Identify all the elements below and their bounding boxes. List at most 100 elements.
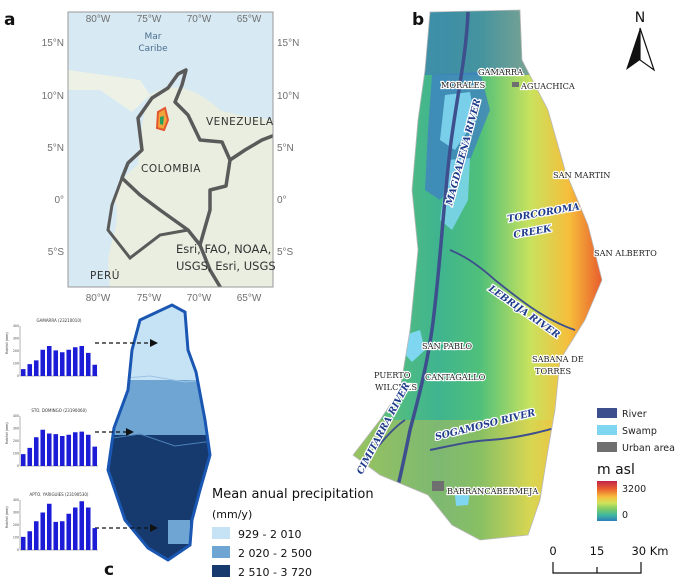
sea-label-line2: Caribe — [138, 44, 168, 54]
station-bar — [66, 513, 72, 550]
station-bar — [53, 434, 59, 466]
station-chart-title: APTO. YARIGUIES (23190530) — [30, 492, 89, 497]
station-chart-ytick: 0 — [17, 548, 19, 552]
sea-label-line1: Mar — [145, 32, 162, 42]
town-san-pablo: SAN PABLO — [422, 341, 472, 351]
station-bar — [20, 536, 26, 550]
station-bar — [85, 434, 91, 466]
inset-central-america — [68, 70, 150, 112]
lon-tick-top-70w: 70°W — [187, 14, 212, 25]
station-bar — [46, 503, 52, 550]
north-arrow: N — [626, 10, 656, 72]
legend-label-swamp: Swamp — [622, 426, 657, 437]
station-bar — [72, 432, 78, 466]
precip-swatch-low — [212, 527, 230, 539]
station-chart-ylabel: Rainfall (mm) — [5, 506, 9, 528]
station-chart-ytick: 300 — [13, 511, 19, 515]
station-bar — [59, 521, 65, 550]
station-bar — [66, 434, 72, 466]
station-chart-2: STO. DOMINGO (23190060) Rainfall (mm) 400 3… — [5, 408, 98, 468]
station-bar — [59, 352, 65, 376]
station-bar — [40, 349, 46, 376]
arrowhead-station-2 — [126, 428, 134, 436]
station-arrows — [95, 339, 158, 532]
station-bar — [85, 507, 91, 550]
zone-edge-2 — [108, 433, 210, 447]
station-bar — [79, 431, 85, 466]
station-chart-ytick: 0 — [17, 464, 19, 468]
swamp-patch-south — [455, 492, 470, 506]
station-bar — [40, 512, 46, 550]
legend-label-urban: Urban area — [622, 443, 675, 454]
country-label-colombia: COLOMBIA — [141, 163, 201, 175]
station-chart-ytick: 200 — [13, 439, 19, 443]
town-torres: TORRES — [535, 366, 571, 376]
lat-tick-left-5n: 5°N — [47, 143, 64, 154]
inset-frame — [67, 11, 274, 288]
panel-letter-b: b — [412, 10, 424, 30]
station-chart-ylabel: Rainfall (mm) — [5, 422, 9, 444]
station-chart-ytick: 400 — [13, 324, 19, 328]
scale-label-30km: 30 Km — [631, 544, 668, 558]
elevation-map-panel: b GAMARRA AGUACHICA MORALES SAN MARTIN S — [352, 9, 675, 574]
arrowhead-station-3 — [150, 524, 158, 532]
town-puerto: PUERTO — [374, 370, 411, 380]
scale-label-0: 0 — [549, 544, 556, 558]
station-bar — [33, 521, 39, 550]
station-charts: GAMARRA (23210010) Rainfall (mm) 400 300 200… — [5, 318, 98, 552]
station-bar — [27, 447, 33, 466]
station-bar — [46, 346, 52, 376]
north-arrow-right-half — [639, 27, 656, 72]
legend-elevation-min: 0 — [622, 510, 628, 521]
scale-bar: 0 15 30 Km — [549, 544, 669, 574]
town-san-alberto: SAN ALBERTO — [594, 248, 657, 258]
urban-aguachica — [512, 82, 519, 87]
scale-label-15: 15 — [590, 544, 605, 558]
station-bar — [20, 369, 26, 376]
lon-tick-top-75w: 75°W — [137, 14, 162, 25]
station-chart-1: GAMARRA (23210010) Rainfall (mm) 400 300 200… — [5, 318, 98, 378]
station-bar — [92, 446, 98, 466]
station-bar — [53, 350, 59, 376]
inset-land — [108, 87, 273, 287]
station-chart-ytick: 200 — [13, 349, 19, 353]
town-aguachica: AGUACHICA — [520, 81, 575, 91]
station-chart-ytick: 400 — [13, 414, 19, 418]
station-chart-ytick: 100 — [13, 452, 19, 456]
station-chart-title: GAMARRA (23210010) — [37, 318, 82, 323]
town-cantagallo: CANTAGALLO — [425, 372, 486, 382]
station-chart-axis — [19, 416, 98, 467]
northern-lowland — [353, 10, 602, 75]
elevation-legend: River Swamp Urban area m asl 3200 0 — [597, 408, 675, 521]
town-morales: MORALES — [441, 80, 486, 90]
ecuador-border — [106, 177, 189, 261]
precip-class-mid: 2 020 - 2 500 — [238, 547, 312, 560]
lat-tick-right-5n: 5°N — [277, 143, 294, 154]
station-chart-ytick: 300 — [13, 337, 19, 341]
station-bar — [27, 364, 33, 376]
north-arrow-label: N — [635, 10, 645, 26]
station-bar — [66, 349, 72, 376]
station-bar — [92, 364, 98, 376]
study-area-boundary — [352, 9, 603, 541]
station-bar — [20, 454, 26, 466]
study-area-core — [160, 116, 164, 125]
town-sabana-de: SABANA DE — [532, 354, 584, 364]
swamp-patch-north — [440, 92, 475, 150]
precip-legend: Mean anual precipitation (mm/y) 929 - 2 … — [212, 487, 374, 579]
station-chart-ytick: 200 — [13, 523, 19, 527]
town-gamarra: GAMARRA — [478, 67, 523, 77]
map-credit-line1: Esri, FAO, NOAA, — [176, 242, 271, 256]
station-chart-ytick: 400 — [13, 498, 19, 502]
precip-legend-unit: (mm/y) — [212, 508, 252, 521]
town-san-martin: SAN MARTIN — [553, 170, 610, 180]
lat-tick-left-0: 0° — [54, 195, 64, 206]
map-credit-line2: USGS, Esri, USGS — [176, 259, 276, 273]
urban-barrancabermeja — [432, 481, 444, 491]
arrowhead-station-1 — [150, 339, 158, 347]
lat-tick-right-5s: 5°S — [277, 247, 294, 258]
panel-letter-c: c — [104, 560, 114, 580]
lon-tick-bottom-65w: 65°W — [237, 293, 262, 304]
station-bar — [27, 531, 33, 550]
precipitation-panel: c GAMARRA (23210010) Rainfall (mm) 400 300 2… — [5, 303, 374, 580]
